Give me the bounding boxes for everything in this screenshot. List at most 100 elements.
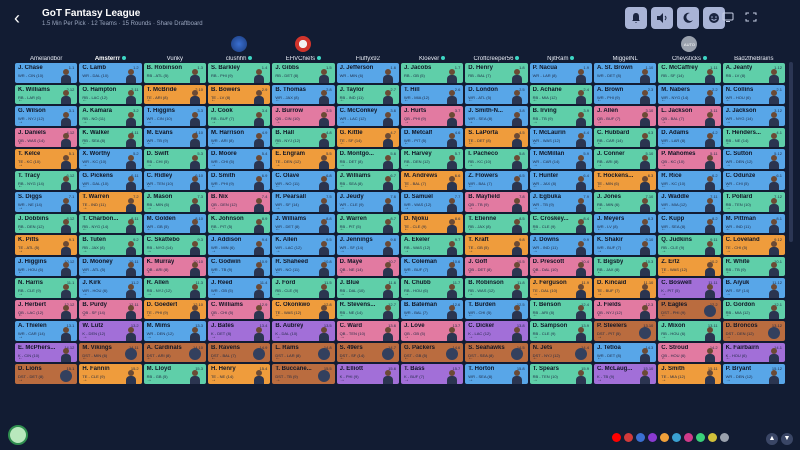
pick-card[interactable]: G. Packers 14.6 DST - GB (5) ← xyxy=(400,342,464,362)
fullscreen-icon[interactable] xyxy=(745,12,757,22)
pick-card[interactable]: P. Steelers 13.10 DST - PIT (5) → xyxy=(593,321,657,341)
pick-card[interactable]: D. Moore 5.4 WR - CHI (5) → xyxy=(207,149,271,169)
pick-card[interactable]: T. Bigsby 10.3 RB - JAX (8) ← xyxy=(593,256,657,276)
pick-card[interactable]: J. Mixon 13.11 RB - HOU (6) → xyxy=(658,321,721,341)
pick-card[interactable]: B. Bateman 12.6 WR - BAL (7) ← xyxy=(400,299,464,319)
pick-card[interactable]: E. Engram 5.5 TE - DEN (12) → xyxy=(272,149,335,169)
pick-card[interactable]: T. Henders... 4.1 RB - NE (14) ← xyxy=(722,127,785,147)
pick-card[interactable]: T. Hill 2.6 WR - MIA (12) ← xyxy=(400,84,464,104)
pick-card[interactable]: J. Jackson 3.12 WR - NYG (14) → xyxy=(722,106,785,126)
pick-card[interactable]: K. Pitts 9.1 TE - ATL (5) → xyxy=(15,235,78,255)
pick-card[interactable]: T. Hockens... 6.3 TE - MIN (6) ← xyxy=(593,170,657,190)
pick-card[interactable]: S. 49ers 14.7 DST - SF (14) ← xyxy=(336,342,399,362)
emoji-button[interactable] xyxy=(703,7,725,29)
pick-card[interactable]: M. Nabers 2.2 WR - NYG (14) ← xyxy=(658,84,721,104)
pick-card[interactable]: G. Pickens 6.11 WR - DAL (10) ← xyxy=(79,170,142,190)
pick-card[interactable]: D. Gordon 12.1 RB - MIA (12) ← xyxy=(722,299,785,319)
pick-card[interactable]: J. Daniels 4.12 QB - WAS (14) ← xyxy=(15,127,78,147)
pick-card[interactable]: B. Purdy 12.11 QB - SF (14) ← xyxy=(79,299,142,319)
pick-card[interactable]: B. Ravens 14.9 DST - BAL (7) ← xyxy=(207,342,271,362)
pick-card[interactable]: T. Hunter 6.4 WR - JAX (8) ← xyxy=(529,170,592,190)
pick-card[interactable]: T. Burden 12.5 WR - CHI (5) ← xyxy=(465,299,528,319)
pick-card[interactable]: P. Mahomes 5.11 QB - KC (10) → xyxy=(658,149,721,169)
pick-card[interactable]: S. LaPorta 4.5 TE - DET (8) ← xyxy=(465,127,528,147)
pick-card[interactable]: J. Bates 13.4 K - DET (8) → xyxy=(207,321,271,341)
team-header[interactable]: Vunky xyxy=(144,36,206,63)
pick-card[interactable]: J. Love 13.7 QB - GB (5) → xyxy=(400,321,464,341)
pick-card[interactable]: K. Walker 4.11 RB - SEA (8) ← xyxy=(79,127,142,147)
reaction-emoji-icon[interactable] xyxy=(624,433,633,442)
team-header[interactable]: Kloever xyxy=(401,36,463,63)
pick-card[interactable]: X. Worthy 5.2 WR - KC (10) → xyxy=(79,149,142,169)
pick-card[interactable]: C. McConkey 3.6 WR - LAC (12) → xyxy=(336,106,399,126)
pick-card[interactable]: E. McPhers... 14.12 K - CIN (10) ← xyxy=(15,342,78,362)
reaction-emoji-icon[interactable] xyxy=(720,433,729,442)
pick-card[interactable]: C. Dicker 13.8 K - LAC (12) → xyxy=(465,321,528,341)
theme-button[interactable] xyxy=(677,7,699,29)
pick-card[interactable]: A. Brown 2.3 WR - PHI (9) ← xyxy=(593,84,657,104)
pick-card[interactable]: J. Hurts 3.7 QB - PHI (9) → xyxy=(400,106,464,126)
pick-card[interactable]: C. Kupp 8.2 WR - SEA (8) ← xyxy=(658,213,721,233)
pick-card[interactable]: D. Achane 2.4 RB - MIA (12) ← xyxy=(529,84,592,104)
pick-card[interactable]: A. Kamara 3.2 RB - NO (11) → xyxy=(79,106,142,126)
pick-card[interactable]: J. Gibbs 1.5 RB - DET (8) xyxy=(272,63,335,83)
team-header[interactable]: Amelandbor xyxy=(15,36,77,63)
pick-card[interactable]: B. Robinson 11.8 RB - WAS (12) → xyxy=(465,278,528,298)
pick-card[interactable]: O. Hampton 2.11 RB - LAC (12) ← xyxy=(79,84,142,104)
team-header[interactable]: EHVChiefs xyxy=(272,36,334,63)
pick-card[interactable]: K. Shakir 9.10 WR - BUF (7) → xyxy=(593,235,657,255)
pick-card[interactable]: D. Sampson 13.9 RB - CLE (9) → xyxy=(529,321,592,341)
back-button[interactable]: ‹ xyxy=(14,8,30,28)
pick-card[interactable]: C. McCaffrey 1.11 RB - SF (14) xyxy=(658,63,721,83)
pick-card[interactable]: B. Mayfield 7.8 QB - TB (9) → xyxy=(465,192,528,212)
pick-card[interactable]: G. Wilson 3.1 WR - NYJ (12) → xyxy=(15,106,78,126)
pick-card[interactable]: B. Hall 4.8 RB - NYJ (12) ← xyxy=(272,127,335,147)
pick-card[interactable]: T. Kelce 5.1 TE - KC (10) → xyxy=(15,149,78,169)
pick-card[interactable]: J. Jeudy 7.6 WR - CLE (9) → xyxy=(336,192,399,212)
pick-card[interactable]: A. Jeanty 1.12 RB - LV (8) xyxy=(722,63,785,83)
pick-card[interactable]: D. Broncos 13.12 DST - DEN (12) → xyxy=(722,321,785,341)
pick-card[interactable]: J. Blue 11.6 RB - DAL (10) → xyxy=(336,278,399,298)
pick-card[interactable]: K. Murray 10.10 QB - ARI (8) ← xyxy=(143,256,206,276)
pick-card[interactable]: D. Mooney 10.11 WR - ATL (5) ← xyxy=(79,256,142,276)
pick-card[interactable]: C. Loveland 9.12 TE - CHI (5) → xyxy=(722,235,785,255)
pick-card[interactable]: T. Warren 7.2 TE - IND (11) → xyxy=(79,192,142,212)
pick-card[interactable]: B. Thomas 2.8 WR - JAX (8) ← xyxy=(272,84,335,104)
pick-card[interactable]: P. Bryant 15.12 WR - DEN (12) → xyxy=(722,364,785,384)
pick-card[interactable]: B. Robinson 1.3 RB - ATL (5) xyxy=(143,63,206,83)
team-header[interactable]: Bad2theBrains xyxy=(723,36,785,63)
pick-card[interactable]: J. Williams 6.7 RB - SEA (8) ← xyxy=(336,170,399,190)
pick-card[interactable]: C. Stroud 14.2 QB - HOU (6) ← xyxy=(658,342,721,362)
pick-card[interactable]: N. Chubb 11.7 RB - HOU (6) → xyxy=(400,278,464,298)
pick-card[interactable]: T. Tracy 6.12 RB - NYG (14) ← xyxy=(15,170,78,190)
pick-card[interactable]: D. Prescott 10.4 QB - DAL (10) ← xyxy=(529,256,592,276)
pick-card[interactable]: J. Williams 8.8 WR - DET (8) ← xyxy=(272,213,335,233)
pick-card[interactable]: J. Cook 3.4 RB - BUF (7) → xyxy=(207,106,271,126)
pick-card[interactable]: J. Taylor 2.7 RB - IND (11) ← xyxy=(336,84,399,104)
pick-card[interactable]: K. Fairbairn 14.1 K - HOU (6) ← xyxy=(722,342,785,362)
pick-card[interactable]: J. Elliott 15.6 K - PHI (9) → xyxy=(336,364,399,384)
pick-card[interactable]: S. Seahawks 14.5 DST - SEA (8) ← xyxy=(465,342,528,362)
pick-card[interactable]: J. Reed 11.4 WR - GB (5) → xyxy=(207,278,271,298)
pick-card[interactable]: T. Charbon... 8.11 RB - NYG (14) ← xyxy=(79,213,142,233)
pick-card[interactable]: J. Jennings 9.6 WR - SF (14) → xyxy=(336,235,399,255)
pick-card[interactable]: B. Aiyuk 11.12 WR - SF (14) → xyxy=(722,278,785,298)
pick-card[interactable]: Z. Ertz 10.2 TE - WAS (12) ← xyxy=(658,256,721,276)
pick-card[interactable]: K. Allen 9.5 WR - LAC (12) → xyxy=(272,235,335,255)
scroll-up-button[interactable]: ▲ xyxy=(766,433,778,445)
pick-card[interactable]: T. Buccane... 15.5 DST - TB (9) → xyxy=(272,364,335,384)
pick-card[interactable]: C. Sutton 5.12 WR - DEN (12) → xyxy=(722,149,785,169)
pick-card[interactable]: J. Waddle 7.11 WR - MIA (12) → xyxy=(658,192,721,212)
pick-card[interactable]: D. Goedert 12.10 TE - PHI (9) ← xyxy=(143,299,206,319)
pick-card[interactable]: D. Henry 1.8 RB - BAL (7) xyxy=(465,63,528,83)
pick-card[interactable]: M. Golden 8.10 WR - GB (5) ← xyxy=(143,213,206,233)
pick-card[interactable]: Z. Flowers 6.5 WR - BAL (7) ← xyxy=(465,170,528,190)
pick-card[interactable]: J. Chase 1.1 WR - CIN (10) xyxy=(15,63,78,83)
pick-card[interactable]: C. Skattebo 9.3 RB - NYG (14) → xyxy=(143,235,206,255)
pick-card[interactable]: D. Kincaid 11.10 TE - BUF (7) → xyxy=(593,278,657,298)
reaction-emoji-icon[interactable] xyxy=(684,433,693,442)
pick-card[interactable]: R. Stevens... 12.7 RB - NE (14) ← xyxy=(336,299,399,319)
pick-card[interactable]: K. Johnson 8.9 RB - PIT (5) ← xyxy=(207,213,271,233)
pick-card[interactable]: C. Olave 6.8 WR - NO (11) ← xyxy=(272,170,335,190)
pick-card[interactable]: D. London 2.5 WR - ATL (5) ← xyxy=(465,84,528,104)
